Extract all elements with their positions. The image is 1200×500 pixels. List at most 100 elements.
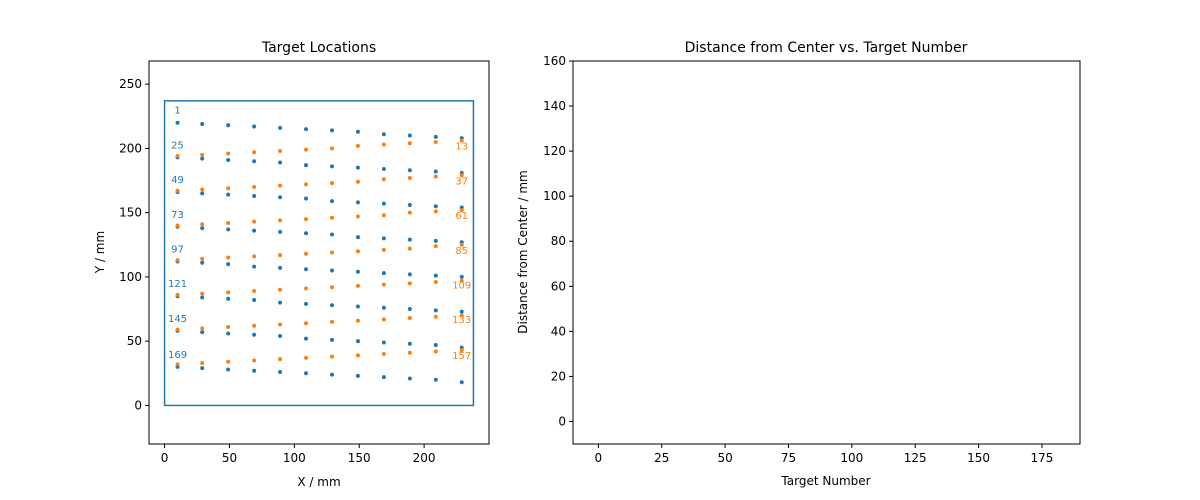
target-point-blue	[304, 127, 309, 132]
target-point-blue	[226, 367, 231, 372]
target-point-blue	[278, 300, 283, 305]
target-point-blue	[304, 196, 309, 201]
target-point-blue	[175, 120, 180, 125]
y-tick-label: 120	[543, 144, 566, 158]
target-point-orange	[278, 183, 283, 188]
target-point-blue	[381, 340, 386, 345]
target-point-blue	[278, 195, 283, 200]
x-tick-label: 50	[222, 451, 237, 465]
target-point-blue	[278, 334, 283, 339]
y-axis-label: Y / mm	[93, 231, 107, 274]
plot-frame	[572, 60, 1081, 445]
y-tick-label: 100	[119, 270, 142, 284]
target-point-orange	[252, 219, 257, 224]
target-point-orange	[200, 187, 205, 192]
target-point-orange	[278, 253, 283, 258]
target-point-blue	[381, 201, 386, 206]
target-point-blue	[355, 129, 360, 134]
target-point-blue	[433, 343, 438, 348]
target-point-blue	[381, 271, 386, 276]
target-point-orange	[278, 148, 283, 153]
x-tick-label: 150	[348, 451, 371, 465]
target-point-blue	[329, 232, 334, 237]
target-number-label: 61	[455, 211, 468, 222]
plot-frame	[148, 60, 490, 445]
target-point-orange	[407, 281, 412, 286]
target-point-blue	[252, 124, 257, 129]
y-tick-label: 60	[551, 279, 566, 293]
target-point-orange	[226, 359, 231, 364]
target-number-label: 97	[171, 245, 184, 256]
target-point-orange	[175, 292, 180, 297]
target-point-orange	[175, 258, 180, 263]
target-point-blue	[200, 366, 205, 371]
target-point-blue	[407, 202, 412, 207]
target-point-orange	[226, 255, 231, 260]
target-point-blue	[407, 133, 412, 138]
target-point-blue	[278, 229, 283, 234]
target-point-blue	[252, 159, 257, 164]
target-point-orange	[459, 348, 464, 353]
target-point-orange	[252, 150, 257, 155]
target-point-blue	[355, 339, 360, 344]
target-point-orange	[407, 175, 412, 180]
target-point-orange	[200, 152, 205, 157]
target-point-orange	[278, 287, 283, 292]
x-tick-label: 50	[717, 451, 732, 465]
target-point-blue	[304, 163, 309, 168]
target-point-blue	[200, 295, 205, 300]
target-point-orange	[252, 323, 257, 328]
target-point-blue	[381, 375, 386, 380]
target-number-label: 1	[174, 106, 180, 117]
target-point-orange	[200, 326, 205, 331]
target-point-orange	[329, 319, 334, 324]
target-point-orange	[329, 146, 334, 151]
target-number-label: 73	[171, 210, 184, 221]
x-tick-label: 75	[781, 451, 796, 465]
y-axis-label: Distance from Center / mm	[516, 170, 530, 333]
y-tick-label: 200	[119, 141, 142, 155]
target-number-label: 37	[455, 176, 468, 187]
target-point-orange	[355, 179, 360, 184]
target-point-orange	[433, 314, 438, 319]
target-point-orange	[304, 286, 309, 291]
target-point-blue	[355, 373, 360, 378]
target-point-orange	[407, 141, 412, 146]
target-number-label: 157	[452, 351, 471, 362]
target-point-orange	[407, 350, 412, 355]
target-point-orange	[355, 143, 360, 148]
target-point-orange	[175, 327, 180, 332]
y-tick-label: 160	[543, 54, 566, 68]
chart-title: Distance from Center vs. Target Number	[685, 40, 968, 56]
target-point-orange	[175, 223, 180, 228]
target-point-orange	[329, 250, 334, 255]
y-tick-label: 0	[134, 398, 142, 412]
target-point-blue	[252, 193, 257, 198]
target-point-blue	[407, 168, 412, 173]
target-point-blue	[459, 309, 464, 314]
target-point-orange	[200, 256, 205, 261]
target-number-label: 109	[452, 280, 471, 291]
target-point-blue	[329, 303, 334, 308]
target-point-orange	[355, 318, 360, 323]
target-point-blue	[200, 156, 205, 161]
target-point-orange	[175, 188, 180, 193]
x-tick-label: 150	[967, 451, 990, 465]
target-point-blue	[252, 332, 257, 337]
target-point-orange	[329, 181, 334, 186]
x-tick-label: 125	[904, 451, 927, 465]
target-point-orange	[175, 362, 180, 367]
target-point-orange	[433, 280, 438, 285]
target-point-orange	[252, 184, 257, 189]
target-point-orange	[433, 349, 438, 354]
target-point-orange	[381, 352, 386, 357]
target-point-blue	[226, 123, 231, 128]
target-point-blue	[200, 121, 205, 126]
target-point-orange	[304, 147, 309, 152]
target-point-blue	[407, 237, 412, 242]
target-point-orange	[407, 316, 412, 321]
target-point-blue	[329, 128, 334, 133]
target-point-orange	[407, 210, 412, 215]
target-point-blue	[278, 370, 283, 375]
